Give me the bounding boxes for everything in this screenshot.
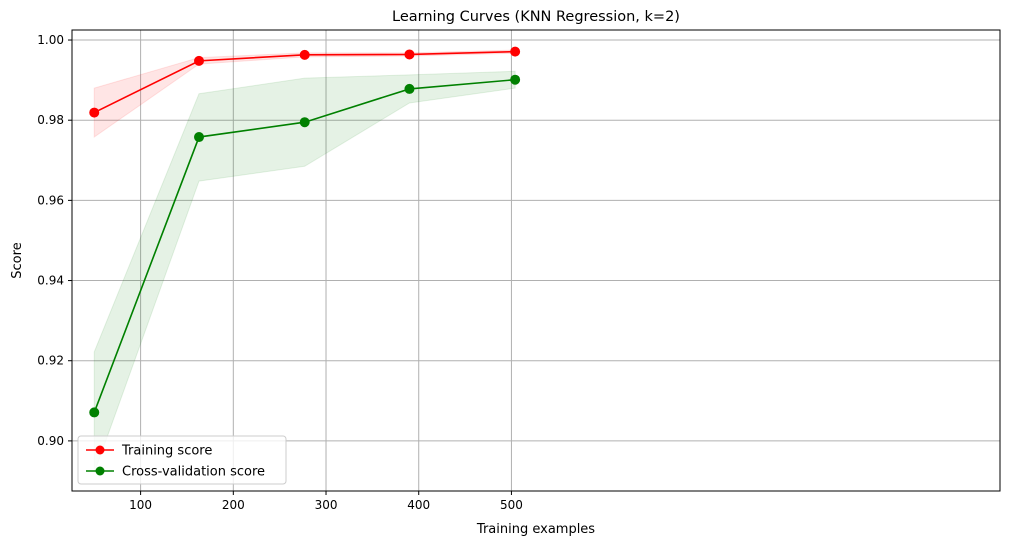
legend-label-cross-validation: Cross-validation score (122, 465, 265, 480)
cross-validation-point (89, 407, 100, 418)
x-tick-label: 400 (407, 498, 430, 512)
legend-marker-training (95, 445, 105, 455)
chart-title: Learning Curves (KNN Regression, k=2) (392, 9, 680, 25)
legend-marker-cross-validation (95, 466, 105, 476)
training-point (299, 49, 310, 60)
x-tick-label: 100 (129, 498, 152, 512)
cross-validation-point (299, 117, 310, 128)
y-tick-label: 0.98 (37, 113, 64, 127)
band-layer (93, 49, 516, 474)
cross-validation-std-band (93, 70, 516, 474)
tick-layer: 100 200 300 400 500 0.90 0.92 0.94 0.96 0.98 1.00 (37, 33, 523, 512)
training-point (89, 107, 100, 118)
x-tick-label: 500 (500, 498, 523, 512)
training-point (194, 55, 205, 66)
cross-validation-point (510, 74, 521, 85)
cross-validation-point (194, 132, 205, 143)
y-tick-label: 1.00 (37, 33, 64, 47)
training-point (404, 49, 415, 60)
point-layer (89, 46, 521, 418)
x-axis-label: Training examples (476, 522, 595, 537)
legend: Training score Cross-validation score (77, 435, 287, 485)
training-point (510, 46, 521, 57)
y-tick-label: 0.96 (37, 193, 64, 207)
x-tick-label: 200 (222, 498, 245, 512)
y-axis-label: Score (10, 242, 25, 278)
x-tick-label: 300 (315, 498, 338, 512)
legend-box (77, 435, 287, 485)
y-tick-label: 0.92 (37, 354, 64, 368)
y-tick-label: 0.90 (37, 434, 64, 448)
y-tick-label: 0.94 (37, 274, 64, 288)
legend-label-training: Training score (121, 444, 212, 459)
cross-validation-point (404, 83, 415, 94)
plot-frame (71, 29, 1001, 492)
